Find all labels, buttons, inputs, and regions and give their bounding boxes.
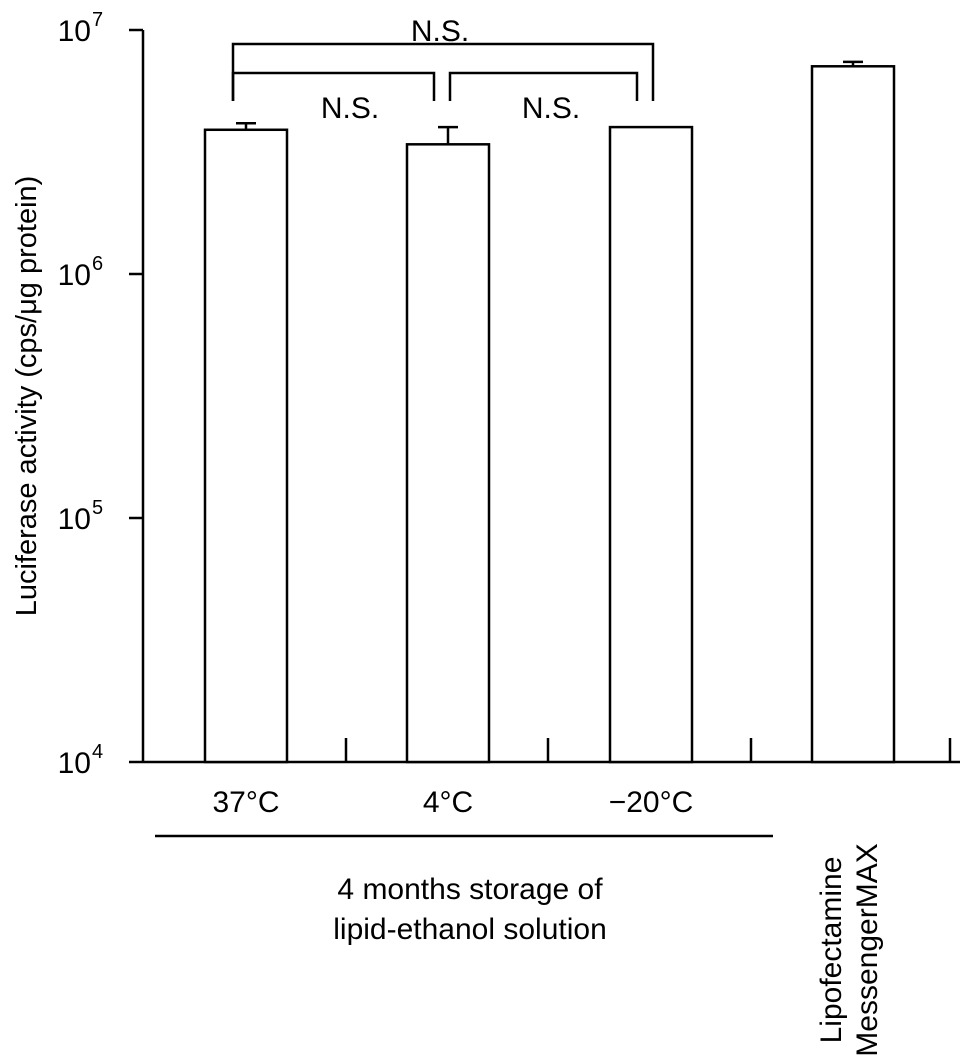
significance-label: N.S.	[321, 92, 379, 125]
group-label: 4 months storage of	[337, 873, 603, 906]
y-tick-label: 10	[58, 259, 91, 292]
y-tick-label: 10	[58, 15, 91, 48]
y-tick-exponent: 5	[92, 497, 103, 519]
category-label-rotated: Lipofectamine MessengerMAX	[815, 843, 884, 1056]
group-label: lipid-ethanol solution	[333, 913, 607, 946]
group-annotation: 4 months storage of lipid-ethanol solutio…	[155, 834, 773, 946]
significance-bracket	[448, 71, 639, 101]
significance-bracket	[231, 42, 655, 101]
x-separators	[344, 738, 952, 762]
y-tick-label: 10	[58, 503, 91, 536]
y-tick-label: 10	[58, 747, 91, 780]
bar	[608, 125, 694, 764]
y-tick-exponent: 4	[92, 741, 103, 763]
y-tick-exponent: 6	[92, 253, 103, 275]
bar	[405, 143, 491, 764]
category-label: 4°C	[423, 786, 473, 819]
significance-label: N.S.	[411, 15, 469, 48]
y-axis-label: Luciferase activity (cps/μg protein)	[11, 176, 43, 617]
category-label-line: Lipofectamine	[815, 857, 848, 1044]
y-tick-exponent: 7	[92, 9, 103, 31]
category-label-line: MessengerMAX	[851, 843, 884, 1056]
category-label: −20°C	[609, 786, 694, 819]
significance-brackets: N.S. N.S. N.S.	[231, 15, 655, 125]
category-labels: 37°C 4°C −20°C Lipofectamine MessengerMAX	[212, 786, 884, 1057]
bar	[203, 128, 289, 764]
category-label: 37°C	[212, 786, 279, 819]
bar	[810, 65, 896, 764]
significance-label: N.S.	[522, 92, 580, 125]
bars	[203, 60, 896, 764]
